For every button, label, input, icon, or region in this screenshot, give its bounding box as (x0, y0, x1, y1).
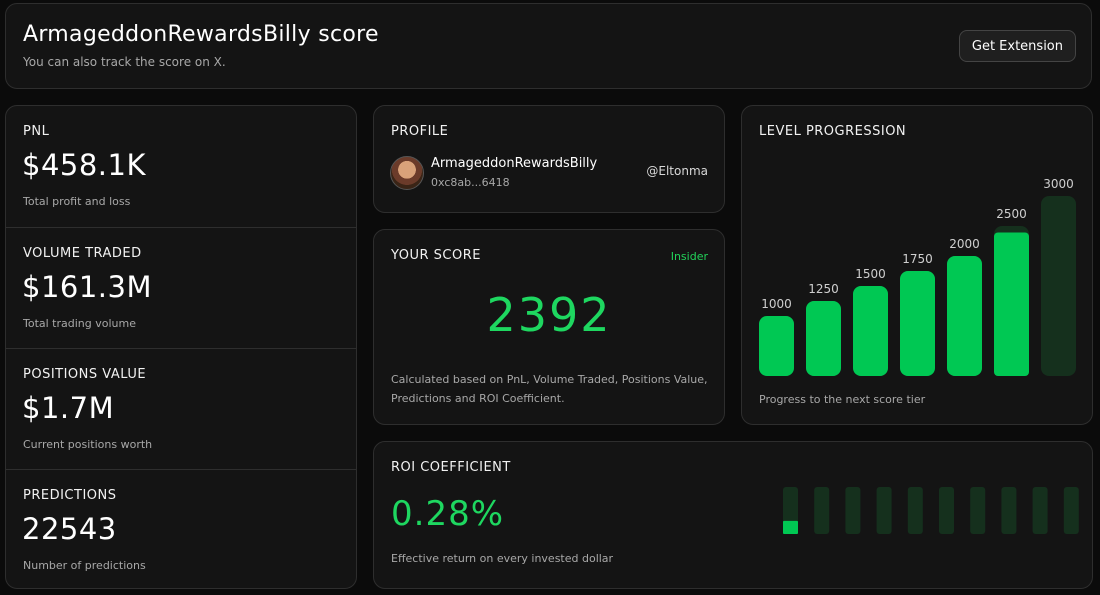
stat-label: VOLUME TRADED (23, 246, 142, 261)
level-progression-footer: Progress to the next score tier (759, 393, 926, 406)
level-bar-fill-1250 (806, 301, 841, 376)
roi-meter (783, 487, 1079, 534)
profile-heading: PROFILE (391, 124, 449, 139)
level-bar-label: 1000 (761, 297, 792, 311)
stat-value: $161.3M (22, 270, 152, 304)
roi-segment (907, 487, 923, 534)
wallet-address: 0xc8ab...6418 (431, 176, 510, 189)
level-bar-label: 2000 (949, 237, 980, 251)
stat-predictions: PREDICTIONS 22543 Number of predictions (6, 469, 356, 590)
level-progression-heading: LEVEL PROGRESSION (759, 124, 907, 139)
roi-segment (939, 487, 954, 534)
stat-label: PREDICTIONS (23, 488, 117, 503)
score-panel: YOUR SCORE Insider 2392 Calculated based… (373, 229, 725, 425)
avatar[interactable] (390, 156, 424, 190)
roi-segment (1001, 487, 1017, 534)
stat-label: PNL (23, 124, 50, 139)
roi-segment (1032, 487, 1048, 534)
score-value: 2392 (486, 288, 612, 342)
header-panel: ArmageddonRewardsBilly score You can als… (5, 3, 1092, 89)
stat-description: Number of predictions (23, 559, 146, 572)
roi-segment (1063, 487, 1079, 534)
level-bar-fill-2000 (947, 256, 982, 376)
level-bar-label: 1250 (808, 282, 839, 296)
roi-segment (876, 487, 892, 534)
stat-pnl: PNL $458.1K Total profit and loss (6, 106, 356, 227)
level-bar-fill-1000 (759, 316, 794, 376)
level-bar-label: 1500 (855, 267, 886, 281)
roi-value: 0.28% (391, 494, 505, 534)
profile-name: ArmageddonRewardsBilly (431, 156, 598, 171)
level-bar-label: 2500 (996, 207, 1027, 221)
level-progression-panel: LEVEL PROGRESSION 1000 1250 1500 1750 2000 25… (741, 105, 1093, 425)
stat-description: Current positions worth (23, 438, 153, 451)
page-title: ArmageddonRewardsBilly score (23, 22, 379, 47)
level-bar-track-3000 (1041, 196, 1076, 376)
stat-value: $1.7M (22, 391, 115, 425)
level-bar-label: 3000 (1043, 177, 1074, 191)
roi-segment-fill (783, 520, 798, 534)
tier-badge: Insider (670, 250, 708, 263)
stat-value: 22543 (22, 512, 117, 546)
get-extension-button[interactable]: Get Extension (958, 30, 1076, 62)
stat-description: Total trading volume (23, 317, 137, 330)
level-bar-fill-1750 (900, 271, 935, 376)
roi-segment (970, 487, 986, 534)
stat-positions-value: POSITIONS VALUE $1.7M Current positions … (6, 348, 356, 469)
roi-panel: ROI COEFFICIENT 0.28% Effective return o… (373, 441, 1093, 589)
page-subtitle: You can also track the score on X. (23, 55, 226, 69)
level-bar-fill-1500 (853, 286, 888, 376)
roi-segment (845, 487, 861, 534)
roi-segment (814, 487, 830, 534)
stat-value: $458.1K (22, 148, 146, 182)
x-handle-link[interactable]: @Eltonma (646, 164, 708, 178)
profile-panel: PROFILE ArmageddonRewardsBilly 0xc8ab...… (373, 105, 725, 213)
stat-volume-traded: VOLUME TRADED $161.3M Total trading volu… (6, 227, 356, 348)
roi-description: Effective return on every invested dolla… (391, 552, 614, 565)
score-heading: YOUR SCORE (391, 248, 481, 263)
level-bar-label: 1750 (902, 252, 933, 266)
level-bar-fill-2500 (994, 232, 1029, 376)
roi-heading: ROI COEFFICIENT (391, 460, 511, 475)
stats-panel: PNL $458.1K Total profit and loss VOLUME… (5, 105, 357, 589)
score-description: Calculated based on PnL, Volume Traded, … (391, 373, 708, 405)
stat-description: Total profit and loss (23, 195, 131, 208)
level-progression-chart: 1000 1250 1500 1750 2000 2500 3000 (759, 177, 1076, 376)
stat-label: POSITIONS VALUE (23, 367, 147, 382)
